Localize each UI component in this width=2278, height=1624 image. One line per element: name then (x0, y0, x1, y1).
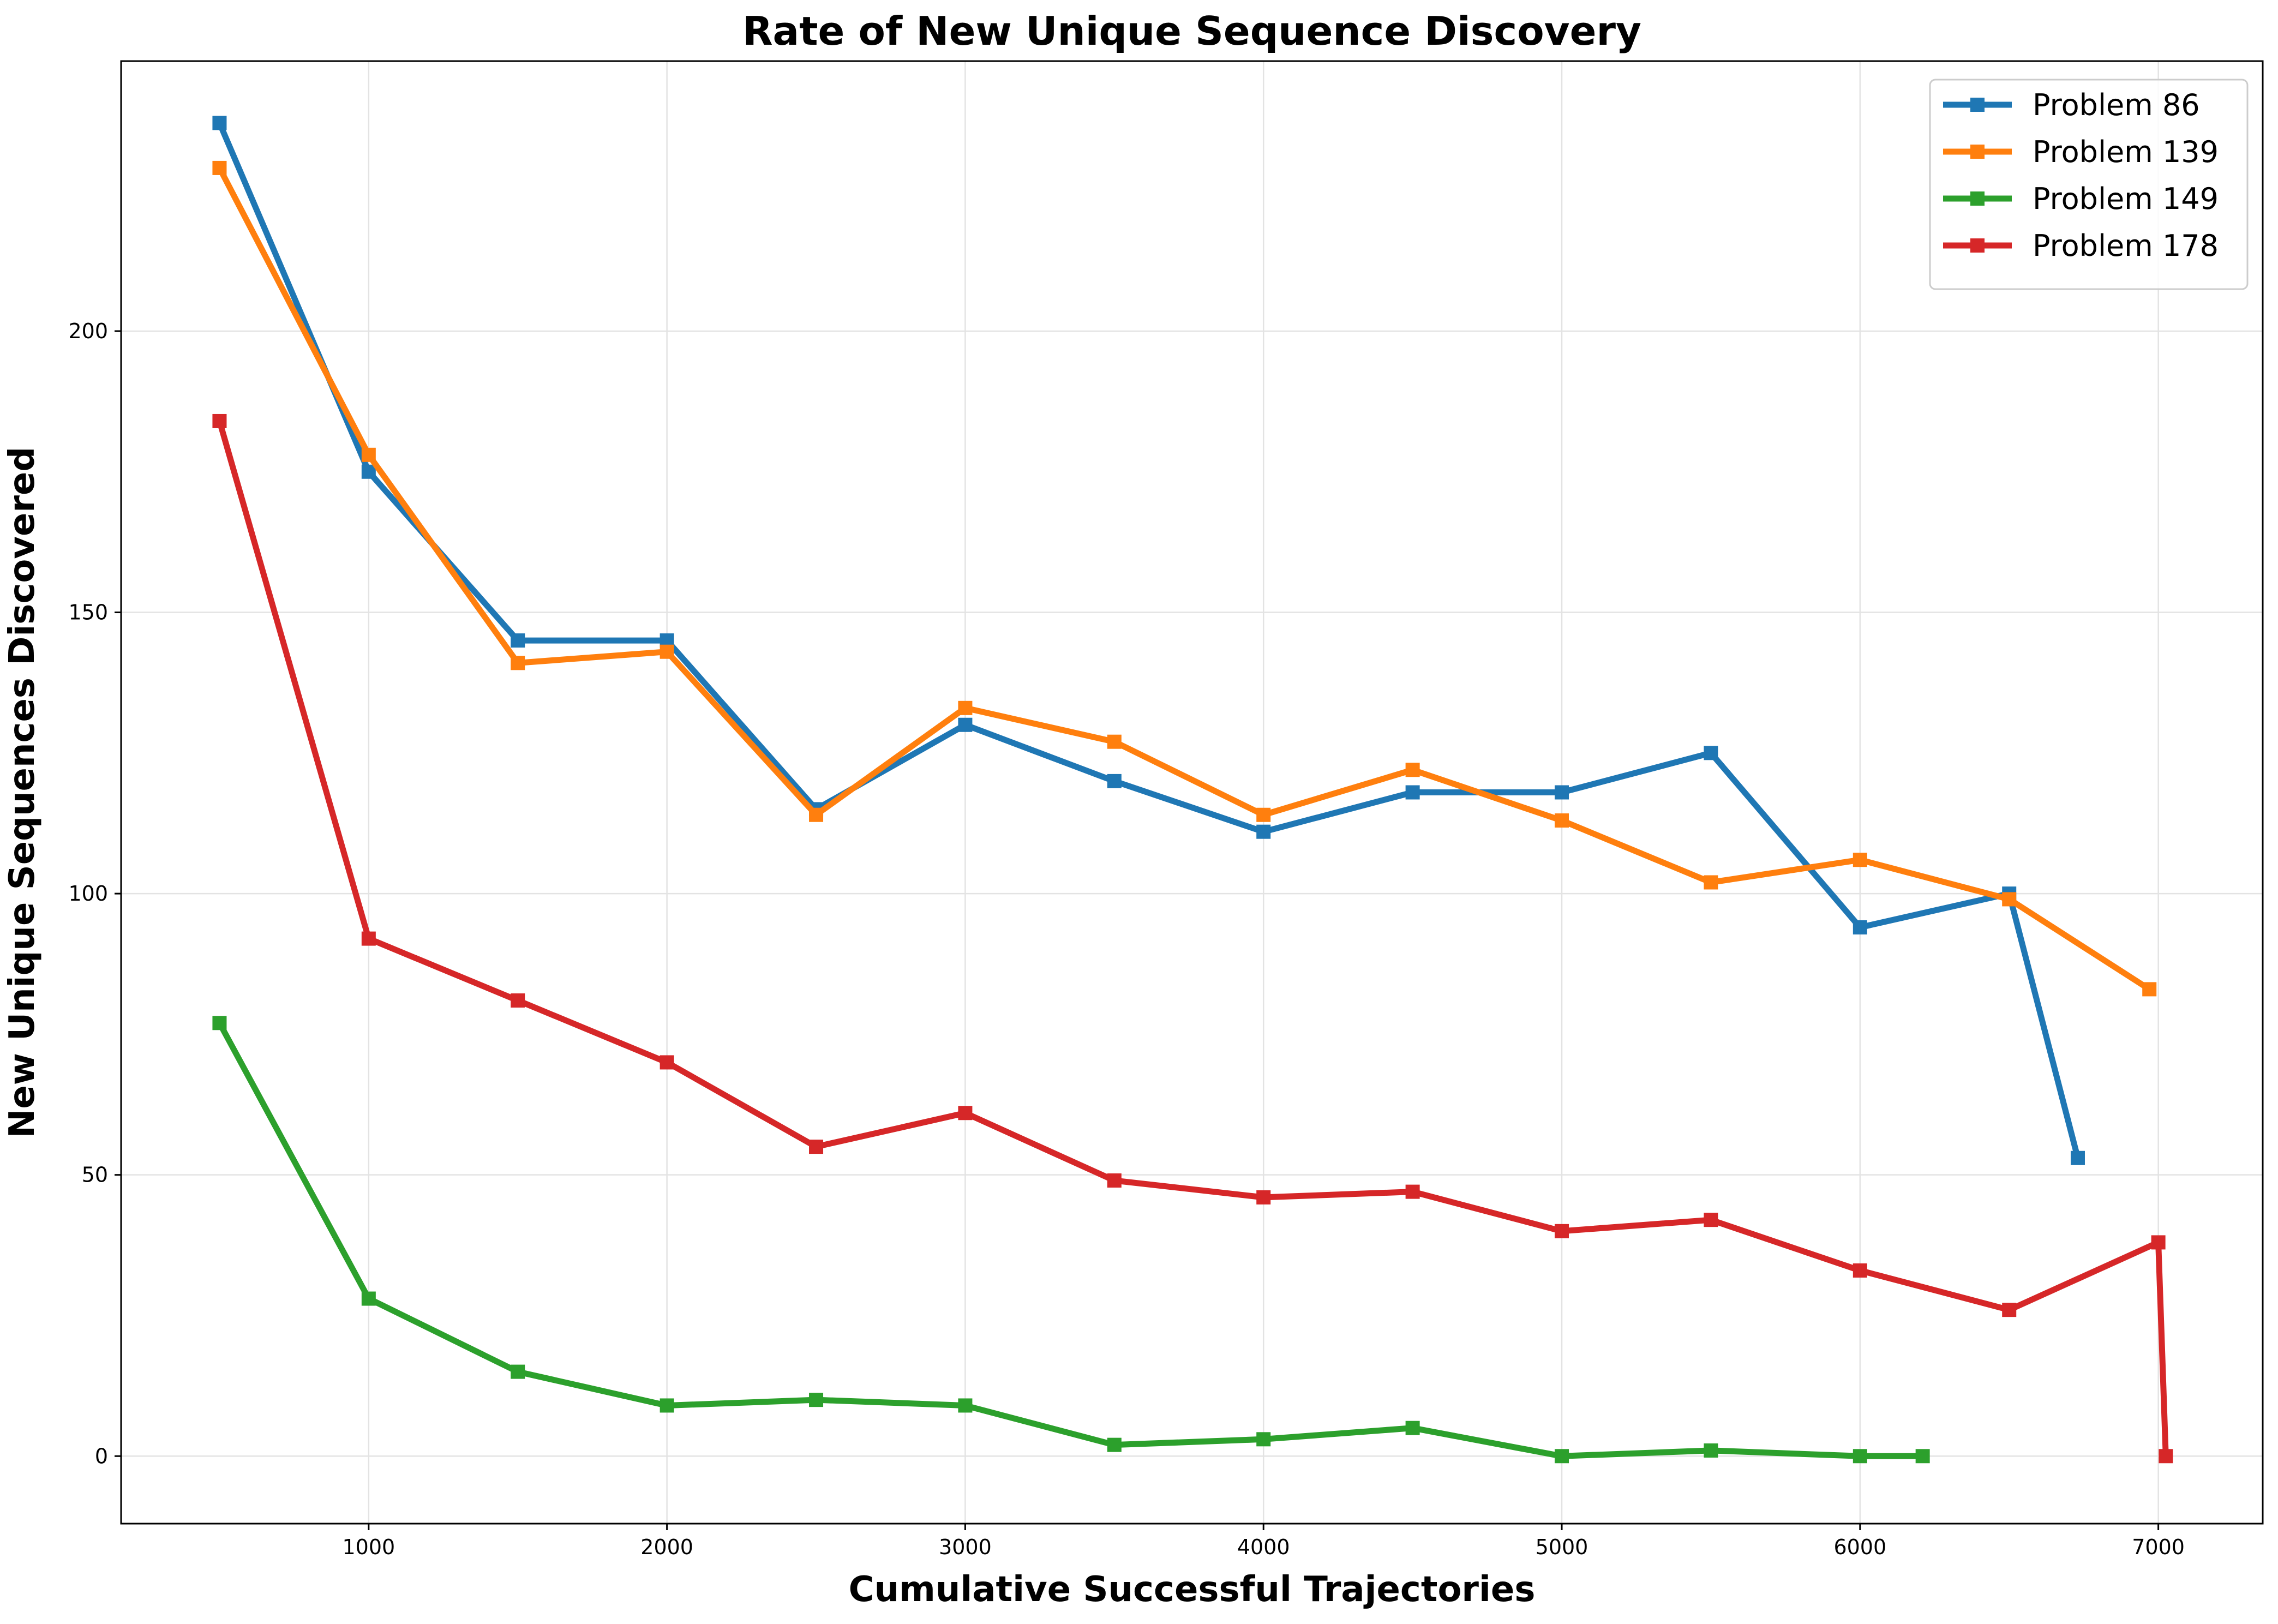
y-tick-label: 150 (68, 601, 108, 625)
data-point (1704, 1213, 1718, 1227)
data-point (2070, 1150, 2085, 1165)
series-problem-178 (212, 414, 2173, 1464)
y-tick-label: 200 (68, 319, 108, 343)
data-point (1256, 1432, 1271, 1447)
y-tick-label: 100 (68, 882, 108, 906)
data-point (212, 160, 227, 175)
data-point (361, 1291, 376, 1306)
x-tick-label: 4000 (1237, 1535, 1290, 1559)
data-point (1853, 920, 1867, 934)
data-point (361, 931, 376, 946)
data-point (511, 1364, 525, 1379)
data-point (1555, 785, 1569, 800)
data-point (809, 1393, 824, 1407)
y-tick-label: 50 (82, 1163, 108, 1187)
data-point (958, 717, 973, 732)
data-point (1107, 1437, 1122, 1452)
data-point (1405, 1421, 1420, 1435)
y-axis-label: New Unique Sequences Discovered (2, 447, 43, 1138)
data-point (1853, 1263, 1867, 1278)
data-point (2159, 1449, 2173, 1464)
data-point (511, 633, 525, 648)
data-point (1853, 853, 1867, 867)
data-point (1555, 1449, 1569, 1464)
data-point (660, 1055, 674, 1070)
legend-marker (1970, 191, 1985, 206)
data-point (1853, 1449, 1867, 1464)
data-point (1107, 734, 1122, 749)
data-point (1555, 1224, 1569, 1238)
data-point (1405, 785, 1420, 800)
x-tick-label: 7000 (2132, 1535, 2185, 1559)
grid (121, 61, 2263, 1524)
data-point (1256, 824, 1271, 839)
chart-title: Rate of New Unique Sequence Discovery (742, 8, 1641, 54)
data-point (2151, 1235, 2166, 1250)
x-tick-label: 3000 (939, 1535, 992, 1559)
x-tick-label: 6000 (1833, 1535, 1886, 1559)
data-point (660, 644, 674, 659)
legend-marker (1970, 98, 1985, 112)
data-point (1704, 875, 1718, 890)
data-point (2002, 892, 2017, 907)
data-point (660, 1398, 674, 1413)
data-point (809, 1140, 824, 1154)
data-point (212, 1016, 227, 1030)
data-point (958, 1106, 973, 1120)
data-point (1704, 746, 1718, 760)
data-point (511, 993, 525, 1008)
series-line-problem-86 (217, 122, 2081, 1159)
series-line-problem-139 (217, 166, 2151, 992)
data-point (1107, 1173, 1122, 1188)
data-point (958, 1398, 973, 1413)
legend-item: Problem 86 (1943, 88, 2200, 122)
data-point (511, 656, 525, 670)
legend-marker (1970, 238, 1985, 253)
legend-label: Problem 139 (2033, 135, 2219, 169)
data-point (1107, 774, 1122, 788)
x-tick-label: 5000 (1536, 1535, 1588, 1559)
data-point (212, 414, 227, 428)
legend: Problem 86 Problem 139 Problem 149 Problem … (1929, 79, 2249, 290)
plot-area-frame (120, 60, 2264, 1525)
data-point (212, 116, 227, 130)
data-point (809, 807, 824, 822)
data-point (1704, 1443, 1718, 1458)
data-point (958, 700, 973, 715)
data-point (1256, 1190, 1271, 1204)
legend-box (1929, 79, 2249, 290)
legend-item: Problem 139 (1943, 135, 2219, 169)
data-point (2142, 982, 2157, 997)
axis-ticks: 1000 2000 3000 4000 5000 6000 7000 0 50 100 150 200 (68, 319, 2185, 1559)
data-point (1405, 1184, 1420, 1199)
data-point (1405, 763, 1420, 777)
x-tick-label: 2000 (640, 1535, 693, 1559)
series-problem-149 (212, 1016, 1930, 1464)
legend-label: Problem 86 (2033, 88, 2200, 122)
legend-label: Problem 149 (2033, 182, 2219, 216)
legend-marker (1970, 145, 1985, 159)
legend-label: Problem 178 (2033, 229, 2219, 263)
data-point (2002, 1303, 2017, 1317)
legend-item: Problem 149 (1943, 182, 2219, 216)
series-layer (212, 116, 2173, 1464)
series-problem-86 (212, 116, 2085, 1165)
data-point (1256, 807, 1271, 822)
series-problem-139 (212, 160, 2157, 997)
data-point (361, 464, 376, 479)
data-point (1555, 813, 1569, 828)
data-point (361, 447, 376, 462)
data-point (1915, 1449, 1930, 1464)
legend-item: Problem 178 (1943, 229, 2219, 263)
x-axis-label: Cumulative Successful Trajectories (849, 1569, 1536, 1610)
y-tick-label: 0 (95, 1444, 108, 1468)
x-tick-label: 1000 (342, 1535, 395, 1559)
